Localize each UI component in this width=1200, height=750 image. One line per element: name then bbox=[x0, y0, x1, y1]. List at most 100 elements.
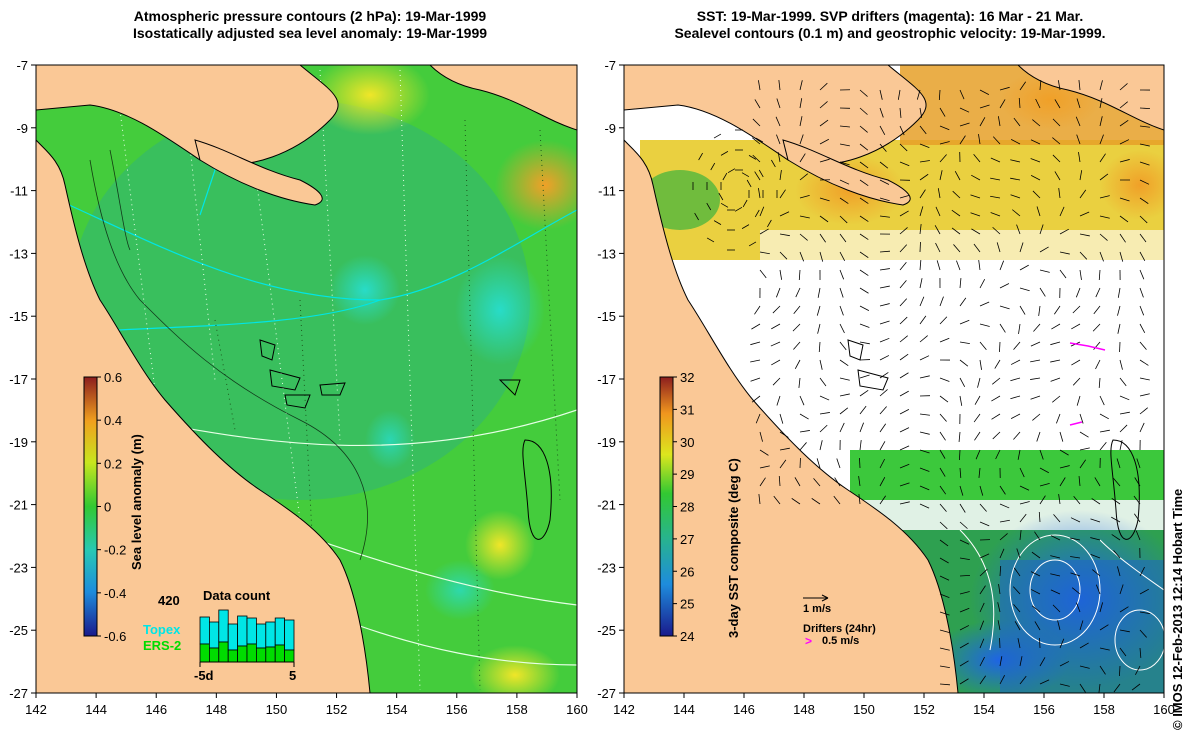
velocity-arrow bbox=[999, 86, 1010, 91]
velocity-arrow bbox=[799, 194, 810, 199]
velocity-arrow bbox=[777, 152, 781, 163]
velocity-arrow bbox=[979, 359, 982, 370]
velocity-arrow bbox=[754, 99, 761, 109]
velocity-arrow bbox=[1098, 377, 1101, 388]
velocity-arrow bbox=[755, 137, 764, 143]
velocity-arrow bbox=[959, 521, 968, 529]
velocity-arrow bbox=[1078, 80, 1081, 91]
velocity-arrow bbox=[1039, 467, 1049, 474]
lon-tick-label: 154 bbox=[386, 702, 408, 717]
velocity-arrow bbox=[1030, 359, 1041, 363]
left-panel-title: Atmospheric pressure contours (2 hPa): 1… bbox=[40, 8, 580, 42]
velocity-arrow bbox=[1019, 485, 1030, 491]
velocity-arrow bbox=[859, 251, 869, 258]
velocity-arrow bbox=[1070, 556, 1081, 559]
reef-outline bbox=[109, 149, 131, 251]
velocity-arrow bbox=[1059, 206, 1065, 217]
velocity-arrow bbox=[958, 431, 961, 442]
velocity-arrow bbox=[899, 445, 910, 451]
velocity-arrow bbox=[992, 431, 1001, 440]
velocity-arrow bbox=[979, 485, 984, 496]
velocity-arrow bbox=[1139, 197, 1149, 204]
velocity-arrow bbox=[1058, 188, 1061, 199]
velocity-arrow bbox=[858, 494, 861, 505]
velocity-arrow bbox=[1119, 377, 1127, 387]
velocity-arrow bbox=[750, 341, 761, 346]
sst-colorbar-ticks: 32 31 30 29 28 27 26 25 24 bbox=[673, 370, 694, 644]
velocity-arrow bbox=[771, 159, 776, 168]
velocity-arrow bbox=[839, 143, 850, 147]
velocity-arrow bbox=[999, 305, 1010, 310]
lon-tick-label: 152 bbox=[326, 702, 348, 717]
velocity-arrow bbox=[959, 485, 964, 496]
ers2-count-bar bbox=[218, 641, 229, 663]
velocity-arrow bbox=[1099, 215, 1110, 219]
velocity-arrow bbox=[959, 678, 969, 685]
velocity-arrow bbox=[939, 377, 950, 382]
velocity-arrow bbox=[771, 323, 781, 330]
velocity-arrow bbox=[999, 656, 1003, 667]
pressure-contour bbox=[36, 189, 577, 301]
velocity-arrow bbox=[817, 323, 821, 334]
velocity-arrow bbox=[1139, 287, 1144, 298]
lon-tick-label: 152 bbox=[913, 702, 935, 717]
velocity-arrow bbox=[1019, 81, 1027, 91]
velocity-scale: 1 m/s bbox=[803, 594, 831, 615]
velocity-arrow bbox=[1071, 323, 1081, 330]
velocity-arrow bbox=[979, 656, 985, 667]
velocity-arrow bbox=[879, 389, 888, 397]
velocity-arrow bbox=[1039, 80, 1042, 91]
velocity-arrow bbox=[1019, 501, 1030, 505]
lon-tick-label: 156 bbox=[446, 702, 468, 717]
velocity-arrow bbox=[899, 280, 907, 289]
velocity-arrow bbox=[834, 477, 841, 487]
velocity-arrow bbox=[959, 319, 970, 325]
velocity-arrow bbox=[959, 642, 969, 649]
island bbox=[319, 382, 346, 396]
topex-count-bar bbox=[227, 623, 238, 651]
velocity-arrow bbox=[1078, 152, 1081, 163]
velocity-arrow bbox=[919, 335, 928, 343]
velocity-arrow bbox=[794, 359, 801, 369]
velocity-arrow bbox=[899, 161, 910, 167]
velocity-arrow bbox=[1079, 170, 1083, 181]
sst-warm-spot bbox=[1100, 150, 1164, 220]
sla-colorbar-ramp bbox=[83, 376, 98, 637]
velocity-arrow bbox=[1078, 476, 1081, 487]
right-title-line2: Sealevel contours (0.1 m) and geostrophi… bbox=[674, 25, 1106, 41]
velocity-arrow bbox=[818, 341, 821, 353]
colorbar-tick-label: 28 bbox=[680, 500, 694, 515]
velocity-arrow bbox=[959, 107, 970, 113]
velocity-arrow bbox=[758, 169, 764, 178]
velocity-arrow bbox=[1052, 604, 1061, 613]
velocity-arrow bbox=[1010, 413, 1021, 419]
velocity-arrow bbox=[990, 177, 1001, 181]
velocity-arrow bbox=[1057, 620, 1061, 631]
velocity-arrow bbox=[779, 211, 790, 217]
ers2-count-bar bbox=[284, 649, 295, 663]
velocity-arrow bbox=[1017, 638, 1021, 649]
velocity-arrow bbox=[819, 251, 824, 262]
australia-land bbox=[624, 139, 959, 693]
island bbox=[1110, 439, 1140, 540]
velocity-arrow bbox=[975, 449, 981, 460]
velocity-arrow bbox=[752, 154, 761, 163]
velocity-arrow bbox=[939, 557, 949, 564]
velocity-arrow bbox=[1119, 629, 1130, 633]
reef-outline bbox=[89, 159, 368, 561]
velocity-arrow bbox=[799, 442, 807, 451]
velocity-arrow bbox=[1072, 305, 1081, 314]
ers2-count-bar bbox=[237, 645, 248, 663]
topex-count-bar bbox=[237, 615, 248, 647]
velocity-arrow bbox=[939, 125, 950, 131]
velocity-arrow bbox=[859, 215, 869, 222]
velocity-arrow bbox=[959, 660, 969, 667]
lon-tick-label: 150 bbox=[266, 702, 288, 717]
topex-count-bar bbox=[208, 621, 220, 649]
right-map bbox=[624, 65, 1164, 693]
sst-blue-region bbox=[1000, 560, 1164, 693]
velocity-arrow bbox=[727, 168, 736, 174]
velocity-arrow bbox=[1059, 638, 1065, 649]
